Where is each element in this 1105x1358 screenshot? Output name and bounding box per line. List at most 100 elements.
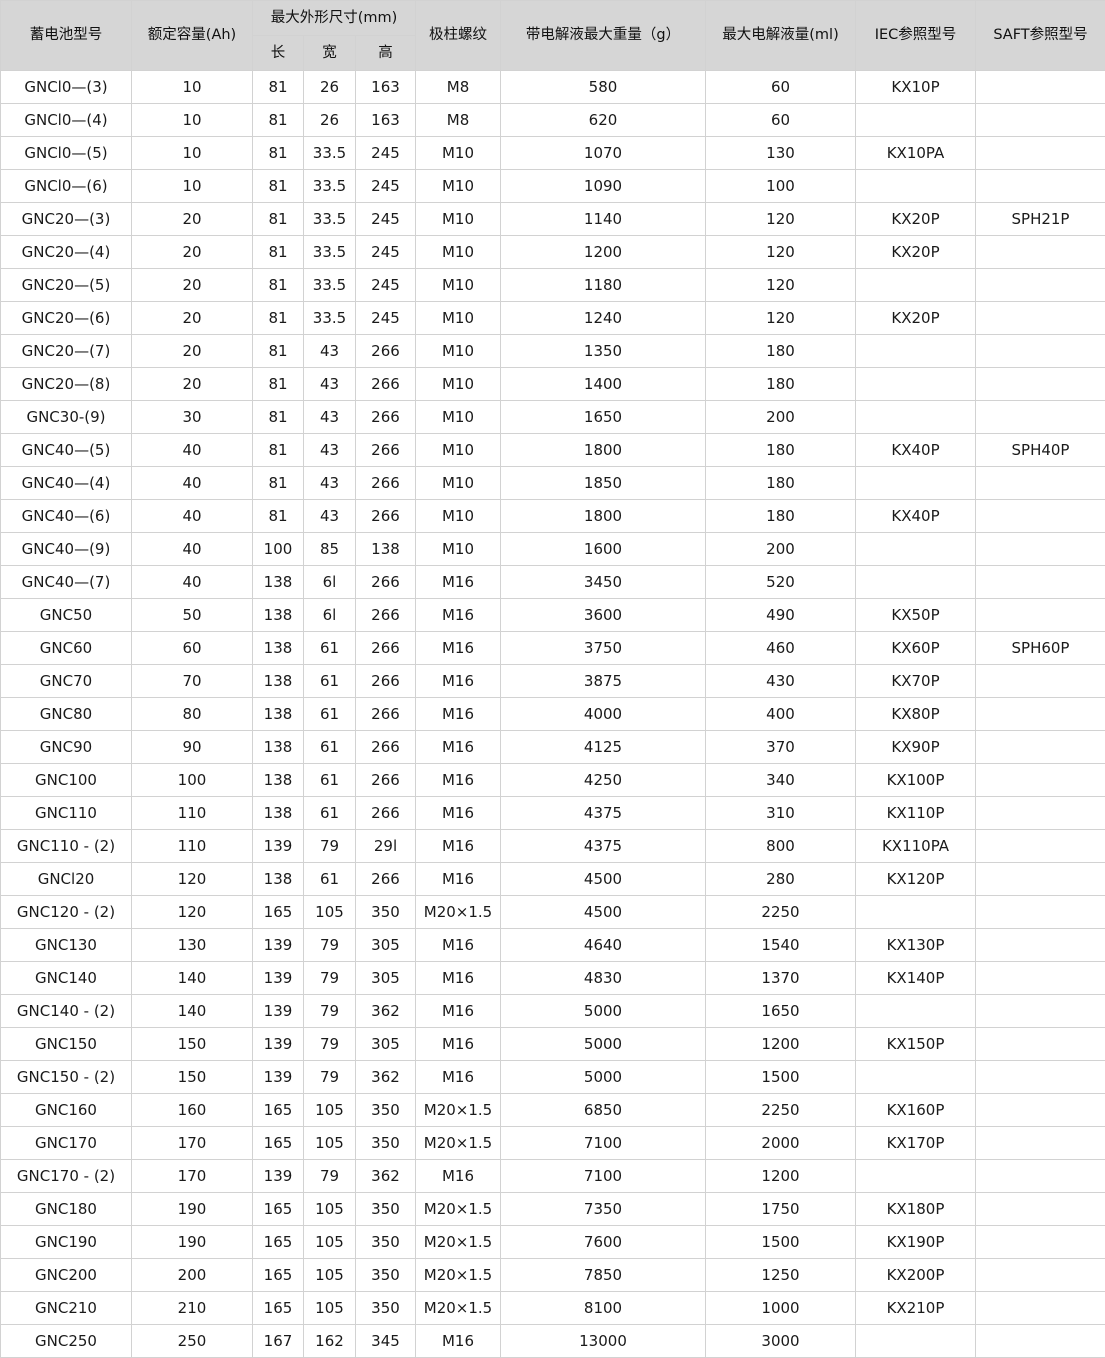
cell-saft xyxy=(976,500,1105,533)
cell-iec: KX190P xyxy=(856,1226,976,1259)
cell-weight: 1070 xyxy=(501,137,706,170)
cell-capacity: 10 xyxy=(132,71,253,104)
cell-width: 43 xyxy=(304,434,356,467)
cell-length: 81 xyxy=(253,434,304,467)
cell-thread: M20×1.5 xyxy=(416,1127,501,1160)
cell-height: 305 xyxy=(356,962,416,995)
cell-iec: KX200P xyxy=(856,1259,976,1292)
cell-electrolyte: 120 xyxy=(706,302,856,335)
cell-capacity: 40 xyxy=(132,434,253,467)
cell-capacity: 30 xyxy=(132,401,253,434)
cell-electrolyte: 800 xyxy=(706,830,856,863)
cell-capacity: 110 xyxy=(132,797,253,830)
cell-weight: 1240 xyxy=(501,302,706,335)
cell-iec: KX120P xyxy=(856,863,976,896)
cell-thread: M8 xyxy=(416,71,501,104)
cell-length: 81 xyxy=(253,104,304,137)
cell-width: 61 xyxy=(304,665,356,698)
cell-thread: M20×1.5 xyxy=(416,1094,501,1127)
cell-iec xyxy=(856,170,976,203)
cell-height: 245 xyxy=(356,269,416,302)
cell-weight: 1400 xyxy=(501,368,706,401)
cell-width: 61 xyxy=(304,632,356,665)
cell-length: 81 xyxy=(253,236,304,269)
cell-saft xyxy=(976,302,1105,335)
cell-capacity: 170 xyxy=(132,1160,253,1193)
cell-thread: M10 xyxy=(416,401,501,434)
cell-model: GNC20—(8) xyxy=(1,368,132,401)
cell-model: GNCl0—(3) xyxy=(1,71,132,104)
cell-width: 79 xyxy=(304,1061,356,1094)
cell-iec: KX170P xyxy=(856,1127,976,1160)
cell-saft xyxy=(976,566,1105,599)
cell-height: 245 xyxy=(356,236,416,269)
cell-weight: 6850 xyxy=(501,1094,706,1127)
cell-electrolyte: 120 xyxy=(706,203,856,236)
cell-thread: M16 xyxy=(416,995,501,1028)
cell-saft xyxy=(976,1226,1105,1259)
cell-electrolyte: 180 xyxy=(706,500,856,533)
cell-iec xyxy=(856,401,976,434)
cell-height: 305 xyxy=(356,1028,416,1061)
cell-height: 362 xyxy=(356,995,416,1028)
cell-electrolyte: 310 xyxy=(706,797,856,830)
cell-height: 350 xyxy=(356,896,416,929)
cell-thread: M16 xyxy=(416,830,501,863)
cell-model: GNC140 - (2) xyxy=(1,995,132,1028)
cell-electrolyte: 1200 xyxy=(706,1160,856,1193)
cell-model: GNC160 xyxy=(1,1094,132,1127)
cell-saft xyxy=(976,1193,1105,1226)
cell-length: 167 xyxy=(253,1325,304,1358)
cell-weight: 1140 xyxy=(501,203,706,236)
cell-capacity: 170 xyxy=(132,1127,253,1160)
cell-saft xyxy=(976,401,1105,434)
cell-length: 165 xyxy=(253,1127,304,1160)
cell-electrolyte: 180 xyxy=(706,467,856,500)
cell-model: GNCl20 xyxy=(1,863,132,896)
cell-weight: 3750 xyxy=(501,632,706,665)
cell-thread: M16 xyxy=(416,599,501,632)
cell-weight: 4125 xyxy=(501,731,706,764)
cell-weight: 7350 xyxy=(501,1193,706,1226)
cell-thread: M20×1.5 xyxy=(416,1193,501,1226)
cell-saft xyxy=(976,533,1105,566)
cell-model: GNC20—(5) xyxy=(1,269,132,302)
cell-height: 350 xyxy=(356,1127,416,1160)
cell-thread: M8 xyxy=(416,104,501,137)
cell-weight: 1850 xyxy=(501,467,706,500)
cell-thread: M10 xyxy=(416,368,501,401)
cell-width: 105 xyxy=(304,896,356,929)
cell-iec: KX110P xyxy=(856,797,976,830)
cell-iec xyxy=(856,1160,976,1193)
cell-model: GNC30-(9) xyxy=(1,401,132,434)
cell-saft xyxy=(976,335,1105,368)
cell-weight: 5000 xyxy=(501,995,706,1028)
cell-model: GNC150 xyxy=(1,1028,132,1061)
cell-saft xyxy=(976,665,1105,698)
cell-length: 165 xyxy=(253,1259,304,1292)
cell-width: 61 xyxy=(304,863,356,896)
cell-model: GNC20—(4) xyxy=(1,236,132,269)
cell-width: 33.5 xyxy=(304,137,356,170)
cell-length: 81 xyxy=(253,500,304,533)
cell-electrolyte: 100 xyxy=(706,170,856,203)
cell-weight: 7850 xyxy=(501,1259,706,1292)
cell-thread: M10 xyxy=(416,236,501,269)
cell-length: 81 xyxy=(253,170,304,203)
cell-weight: 8100 xyxy=(501,1292,706,1325)
cell-weight: 5000 xyxy=(501,1061,706,1094)
cell-length: 138 xyxy=(253,632,304,665)
cell-electrolyte: 2000 xyxy=(706,1127,856,1160)
cell-weight: 1350 xyxy=(501,335,706,368)
